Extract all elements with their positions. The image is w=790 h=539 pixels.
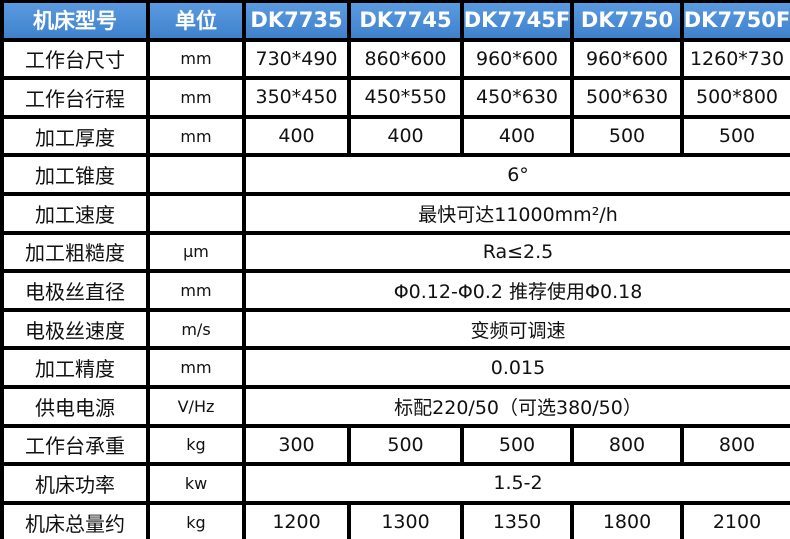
row-label: 电极丝直径 <box>4 273 146 308</box>
header-label: 机床型号 <box>4 3 146 38</box>
row-label: 加工粗糙度 <box>4 234 146 270</box>
row-unit: kg <box>150 427 242 463</box>
row-value: 800 <box>684 427 790 463</box>
row-merged-value: 6° <box>246 157 790 192</box>
row-value: 500 <box>351 427 460 463</box>
row-value: 300 <box>246 427 347 463</box>
row-value: 350*450 <box>246 80 347 115</box>
row-merged-value: 标配220/50（可选380/50） <box>246 388 790 424</box>
row-value: 1800 <box>574 504 680 539</box>
row-unit: V/Hz <box>150 388 242 424</box>
row-value: 960*600 <box>464 41 570 77</box>
row-unit: kg <box>150 504 242 539</box>
row-value: 1260*730 <box>684 41 790 77</box>
row-merged-value: Ra≤2.5 <box>246 234 790 270</box>
row-value: 450*630 <box>464 80 570 115</box>
row-unit: mm <box>150 118 242 154</box>
row-merged-value: 最快可达11000mm²/h <box>246 195 790 231</box>
header-model: DK7745F <box>464 3 570 38</box>
row-value: 500 <box>574 118 680 154</box>
row-value: 1300 <box>351 504 460 539</box>
row-label: 工作台尺寸 <box>4 41 146 77</box>
header-model: DK7735 <box>246 3 347 38</box>
row-unit <box>150 195 242 231</box>
row-unit <box>150 157 242 192</box>
row-merged-value: 0.015 <box>246 350 790 385</box>
row-value: 500*800 <box>684 80 790 115</box>
row-unit: mm <box>150 273 242 308</box>
row-unit: mm <box>150 41 242 77</box>
row-value: 500 <box>464 427 570 463</box>
header-unit: 单位 <box>150 3 242 38</box>
row-value: 400 <box>464 118 570 154</box>
row-value: 500 <box>684 118 790 154</box>
row-unit: mm <box>150 80 242 115</box>
row-label: 工作台行程 <box>4 80 146 115</box>
row-value: 1200 <box>246 504 347 539</box>
row-label: 加工速度 <box>4 195 146 231</box>
header-model: DK7745 <box>351 3 460 38</box>
row-value: 800 <box>574 427 680 463</box>
header-model: DK7750 <box>574 3 680 38</box>
row-value: 2100 <box>684 504 790 539</box>
row-label: 加工厚度 <box>4 118 146 154</box>
row-unit: mm <box>150 350 242 385</box>
row-value: 400 <box>351 118 460 154</box>
row-value: 500*630 <box>574 80 680 115</box>
row-unit: m/s <box>150 311 242 347</box>
row-unit: μm <box>150 234 242 270</box>
row-label: 供电电源 <box>4 388 146 424</box>
row-label: 工作台承重 <box>4 427 146 463</box>
row-value: 450*550 <box>351 80 460 115</box>
row-merged-value: Φ0.12-Φ0.2 推荐使用Φ0.18 <box>246 273 790 308</box>
row-label: 机床总量约 <box>4 504 146 539</box>
row-value: 960*600 <box>574 41 680 77</box>
row-label: 机床功率 <box>4 466 146 501</box>
row-value: 1350 <box>464 504 570 539</box>
row-value: 730*490 <box>246 41 347 77</box>
row-label: 加工锥度 <box>4 157 146 192</box>
row-unit: kw <box>150 466 242 501</box>
row-value: 860*600 <box>351 41 460 77</box>
row-label: 加工精度 <box>4 350 146 385</box>
row-merged-value: 变频可调速 <box>246 311 790 347</box>
row-label: 电极丝速度 <box>4 311 146 347</box>
header-model: DK7750F <box>684 3 790 38</box>
row-value: 400 <box>246 118 347 154</box>
row-merged-value: 1.5-2 <box>246 466 790 501</box>
